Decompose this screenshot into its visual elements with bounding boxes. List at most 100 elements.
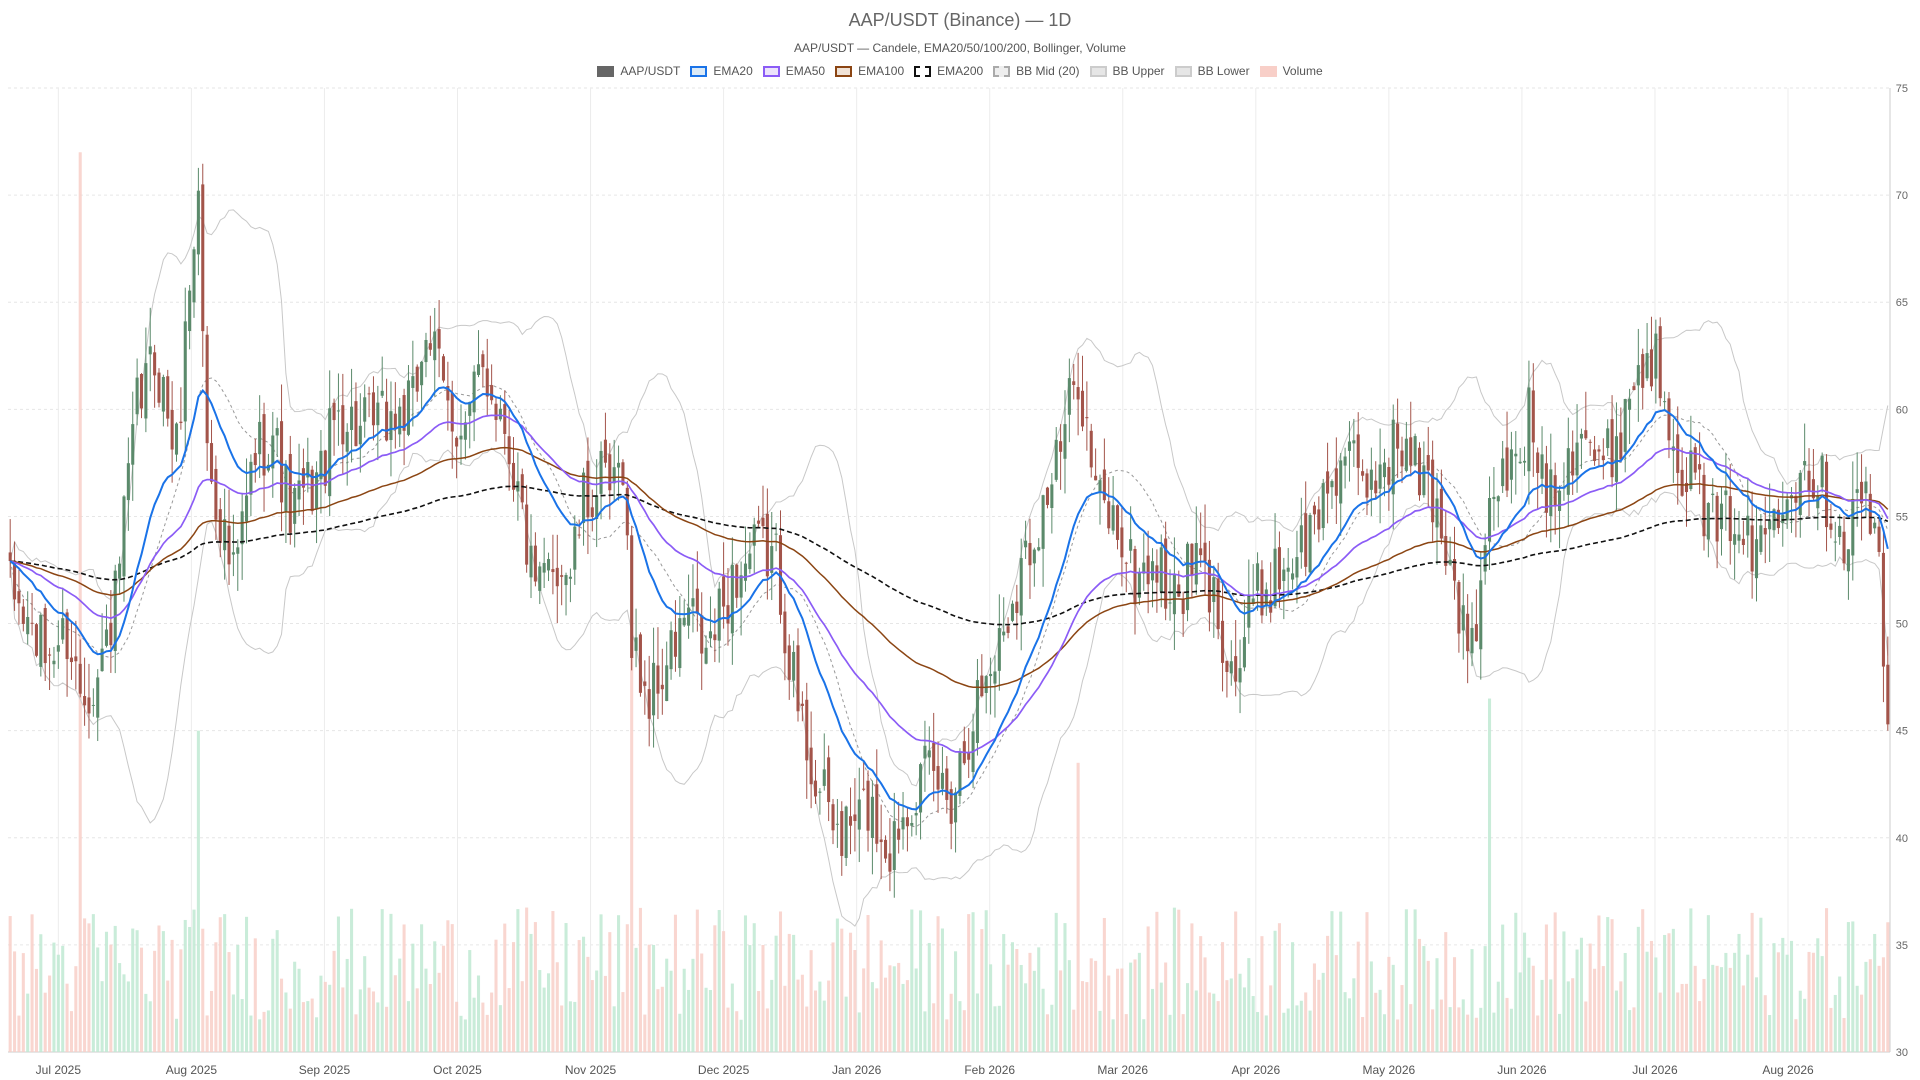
volume-bar <box>1523 932 1527 1052</box>
volume-bar <box>835 918 839 1052</box>
volume-bar <box>315 1017 319 1052</box>
candle-body <box>205 334 209 444</box>
volume-bar <box>1203 957 1207 1052</box>
x-tick-label: May 2026 <box>1363 1063 1416 1077</box>
legend-item-4[interactable]: EMA200 <box>914 64 983 78</box>
volume-bar <box>875 988 879 1052</box>
candle-body <box>1032 549 1036 564</box>
candle-body <box>1387 467 1391 485</box>
candle-body <box>652 662 656 716</box>
volume-bar <box>586 956 590 1052</box>
candle-body <box>1137 572 1141 598</box>
candle-body <box>258 421 262 455</box>
volume-bar <box>748 945 752 1052</box>
volume-bar <box>1846 922 1850 1052</box>
candle-body <box>669 630 673 670</box>
x-tick-label: Nov 2025 <box>565 1063 617 1077</box>
volume-bar <box>1247 958 1251 1052</box>
volume-bar <box>363 956 367 1052</box>
candle-body <box>65 612 69 660</box>
candle-body <box>778 535 783 615</box>
legend-swatch <box>1089 65 1107 77</box>
volume-bar <box>223 914 227 1052</box>
bb-upper-line <box>9 209 1889 787</box>
legend-item-8[interactable]: Volume <box>1259 64 1323 78</box>
volume-bar <box>608 932 612 1052</box>
candle-body <box>967 752 971 760</box>
candle-body <box>1334 468 1338 496</box>
volume-bar <box>1124 1014 1128 1052</box>
candle-body <box>809 747 813 785</box>
candle-body <box>551 569 555 573</box>
candle-body <box>1142 562 1146 574</box>
volume-bar <box>1558 1013 1562 1052</box>
volume-bar <box>389 913 393 1052</box>
candle-body <box>1452 559 1457 581</box>
volume-bar <box>1067 960 1071 1052</box>
volume-bar <box>564 923 568 1052</box>
candle-body <box>1807 470 1811 492</box>
volume-bar <box>1221 942 1225 1052</box>
volume-bar <box>669 970 673 1052</box>
candle-body <box>323 450 327 486</box>
volume-bar <box>1339 911 1343 1052</box>
volume-bar <box>577 940 581 1052</box>
candle-body <box>577 534 581 536</box>
candle-body <box>1085 417 1089 419</box>
volume-bar <box>958 1001 962 1052</box>
x-tick-label: Sep 2025 <box>299 1063 351 1077</box>
candle-body <box>1439 488 1443 539</box>
candle-body <box>879 839 883 843</box>
volume-bar <box>595 970 599 1052</box>
volume-bar <box>1811 952 1815 1052</box>
candle-body <box>1571 451 1575 476</box>
candle-body <box>1768 520 1772 530</box>
volume-bar <box>809 950 813 1052</box>
legend-item-5[interactable]: BB Mid (20) <box>993 64 1080 78</box>
candle-body <box>1321 483 1325 529</box>
candle-body <box>1024 540 1028 548</box>
candle-body <box>757 520 761 524</box>
legend-item-2[interactable]: EMA50 <box>762 64 825 78</box>
legend-item-0[interactable]: AAP/USDT <box>597 64 680 78</box>
volume-bar <box>1544 924 1548 1052</box>
candle-body <box>1706 503 1710 540</box>
candle-body <box>468 401 472 416</box>
candle-body <box>310 469 314 512</box>
volume-bar <box>1881 957 1885 1052</box>
candle-body <box>1378 464 1382 489</box>
y-tick-label: 55 <box>1896 511 1908 523</box>
volume-bar <box>17 1015 21 1052</box>
volume-bar <box>1610 919 1614 1052</box>
candle-body <box>385 401 389 441</box>
volume-bar <box>1514 912 1518 1052</box>
legend-item-7[interactable]: BB Lower <box>1174 64 1250 78</box>
legend-item-3[interactable]: EMA100 <box>835 64 904 78</box>
legend-item-1[interactable]: EMA20 <box>690 64 753 78</box>
candle-body <box>722 576 726 607</box>
candle-body <box>1343 456 1347 466</box>
volume-bar <box>1851 921 1855 1052</box>
volume-bar <box>888 965 892 1052</box>
candle-body <box>43 608 47 664</box>
candle-body <box>245 495 249 522</box>
candle-body <box>612 467 616 484</box>
legend-item-6[interactable]: BB Upper <box>1089 64 1165 78</box>
volume-bar <box>691 958 695 1052</box>
volume-bar <box>1487 698 1492 1052</box>
candle-body <box>350 406 354 430</box>
candle-body <box>647 689 651 719</box>
volume-bar <box>853 950 857 1052</box>
volume-bar <box>1396 1019 1400 1052</box>
candle-body <box>1614 436 1618 482</box>
candle-body <box>1619 432 1623 460</box>
candle-body <box>96 677 100 718</box>
candle-body <box>687 607 691 626</box>
candle-body <box>1102 469 1106 501</box>
volume-bar <box>1391 964 1395 1052</box>
volume-bar <box>1706 915 1710 1052</box>
candle-body <box>546 559 551 571</box>
candle-body <box>13 560 17 600</box>
volume-bar <box>424 968 428 1052</box>
candle-body <box>118 563 122 579</box>
